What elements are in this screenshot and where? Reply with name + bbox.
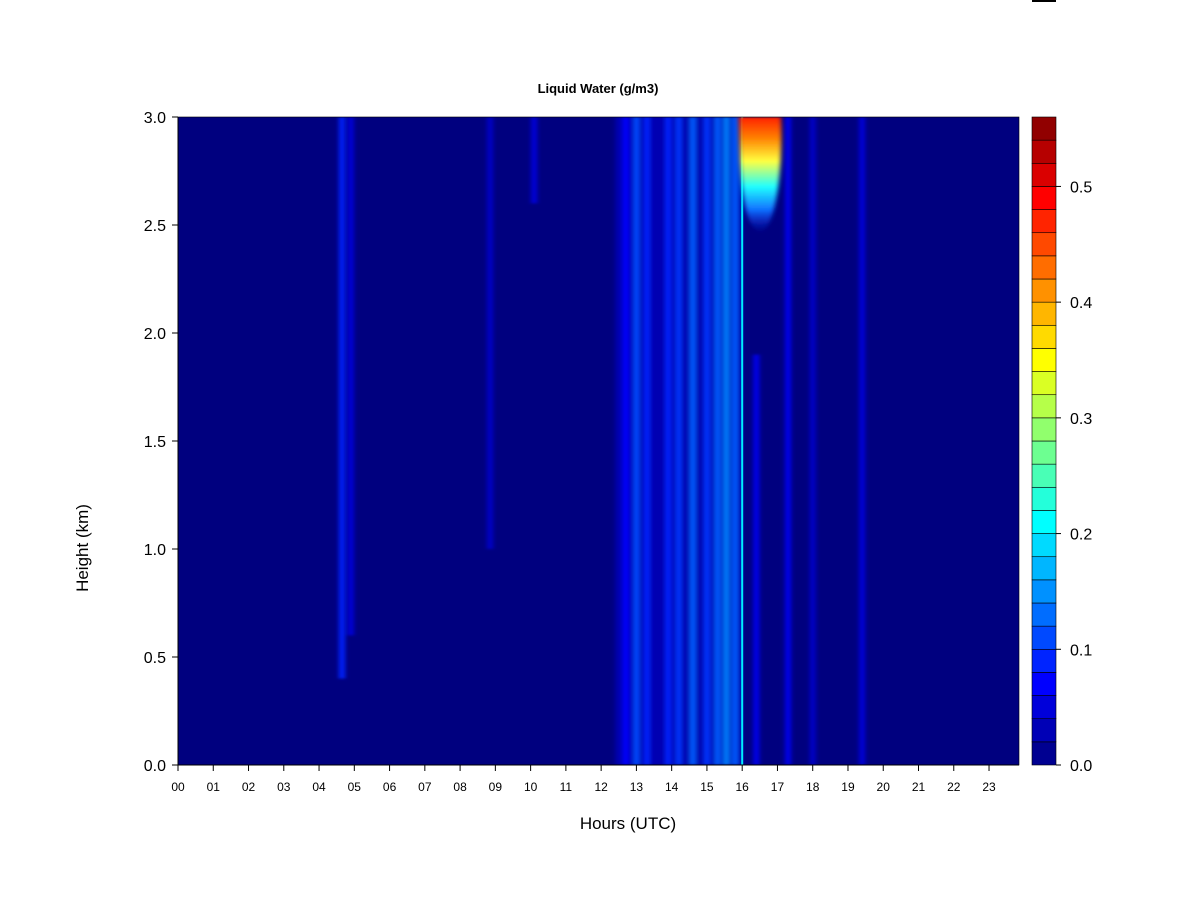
- x-tick-label: 22: [947, 780, 961, 794]
- colorbar-cell: [1031, 324, 1057, 349]
- heatmap-column: [753, 354, 760, 765]
- colorbar-cell: [1031, 417, 1057, 442]
- colorbar-cell: [1031, 486, 1057, 511]
- colorbar-cell: [1031, 695, 1057, 720]
- x-tick-label: 10: [524, 780, 538, 794]
- x-tick-label: 16: [736, 780, 750, 794]
- colorbar-cell: [1031, 556, 1057, 581]
- heatmap-column: [643, 117, 650, 765]
- colorbar-cell: [1031, 463, 1057, 488]
- colorbar-tick-label: 0.4: [1070, 295, 1092, 312]
- x-tick-label: 01: [207, 780, 221, 794]
- y-tick-label: 0.5: [144, 650, 166, 667]
- heatmap-column: [347, 117, 354, 636]
- colorbar-cell: [1031, 348, 1057, 372]
- colorbar-cell: [1031, 209, 1057, 234]
- x-tick-label: 18: [806, 780, 820, 794]
- chart-title: Liquid Water (g/m3): [538, 81, 659, 96]
- x-tick-label: 02: [242, 780, 256, 794]
- colorbar-cell: [1031, 186, 1057, 210]
- heatmap-peak-region: [738, 117, 782, 233]
- heatmap-column: [487, 117, 494, 549]
- x-tick-label: 06: [383, 780, 397, 794]
- x-tick-label: 07: [418, 780, 432, 794]
- colorbar-tick-label: 0.2: [1070, 527, 1092, 544]
- x-tick-label: 13: [630, 780, 644, 794]
- heatmap-column: [732, 117, 739, 765]
- y-tick-label: 1.5: [144, 434, 166, 451]
- colorbar-cell: [1031, 579, 1057, 604]
- x-tick-label: 15: [700, 780, 714, 794]
- x-tick-label: 20: [877, 780, 891, 794]
- x-tick-label: 08: [453, 780, 467, 794]
- heatmap-column: [338, 117, 345, 679]
- plot-area: [177, 116, 1020, 766]
- heatmap-column: [714, 117, 721, 765]
- y-tick-label: 1.0: [144, 542, 166, 559]
- colorbar-cell: [1031, 718, 1057, 743]
- x-tick-label: 21: [912, 780, 926, 794]
- x-tick-label: 14: [665, 780, 679, 794]
- colorbar-cell: [1031, 672, 1057, 696]
- y-tick-label: 0.0: [144, 758, 166, 775]
- colorbar-tick-label: 0.5: [1070, 179, 1092, 196]
- colorbar-cell: [1031, 602, 1057, 627]
- heatmap-column: [689, 117, 696, 765]
- colorbar-cell: [1031, 232, 1057, 257]
- heatmap-column: [741, 117, 744, 765]
- colorbar-tick-label: 0.1: [1070, 642, 1092, 659]
- x-tick-label: 09: [489, 780, 503, 794]
- colorbar-cell: [1031, 139, 1057, 164]
- heatmap-column: [633, 117, 640, 765]
- colorbar-cell: [1031, 301, 1057, 326]
- colorbar-cell: [1031, 648, 1057, 673]
- x-tick-label: 05: [348, 780, 362, 794]
- x-tick-label: 23: [982, 780, 996, 794]
- x-tick-label: 17: [771, 780, 785, 794]
- heatmap-column: [723, 117, 730, 765]
- x-tick-label: 03: [277, 780, 291, 794]
- heatmap-columns: [338, 117, 866, 765]
- x-tick-label: 12: [594, 780, 608, 794]
- y-tick-label: 3.0: [144, 110, 166, 127]
- x-tick-label: 00: [171, 780, 185, 794]
- heatmap-column: [622, 117, 629, 765]
- plot-background: [178, 117, 1019, 765]
- colorbar-cell: [1031, 278, 1057, 303]
- colorbar-cell: [1031, 371, 1057, 396]
- colorbar-cell: [1031, 162, 1057, 187]
- y-axis-label: Height (km): [73, 504, 92, 592]
- heatmap-column: [785, 117, 792, 765]
- heatmap-column: [809, 117, 816, 765]
- colorbar-cell: [1031, 116, 1057, 141]
- x-axis-label: Hours (UTC): [580, 814, 676, 833]
- heatmap-column: [665, 117, 672, 765]
- heatmap-column: [531, 117, 538, 204]
- heatmap-column: [703, 117, 710, 765]
- colorbar-cell: [1031, 741, 1057, 766]
- heatmap-column: [859, 117, 866, 765]
- y-axis: 0.0 0.5 1.0 1.5 2.0 2.5 3.0: [144, 110, 179, 775]
- colorbar-cell: [1031, 533, 1057, 558]
- heatmap-column: [675, 117, 682, 765]
- colorbar-cell: [1031, 510, 1057, 534]
- x-tick-label: 11: [560, 780, 573, 794]
- y-tick-label: 2.5: [144, 218, 166, 235]
- colorbar-cell: [1031, 394, 1057, 419]
- x-tick-label: 19: [841, 780, 855, 794]
- y-tick-label: 2.0: [144, 326, 166, 343]
- colorbar-cell: [1031, 440, 1057, 465]
- corner-mark: [1032, 0, 1056, 2]
- colorbar-tick-label: 0.3: [1070, 411, 1092, 428]
- colorbar-cell: [1031, 625, 1057, 650]
- colorbar-tick-label: 0.0: [1070, 758, 1092, 775]
- x-tick-label: 04: [312, 780, 326, 794]
- colorbar: 0.0 0.1 0.2 0.3 0.4 0.5: [1031, 116, 1092, 775]
- colorbar-cell: [1031, 255, 1057, 280]
- x-axis: 00 01 02 03 04 05 06 07 08 09 10 11 12 13 14 15 16 17 18 19…: [171, 764, 1019, 794]
